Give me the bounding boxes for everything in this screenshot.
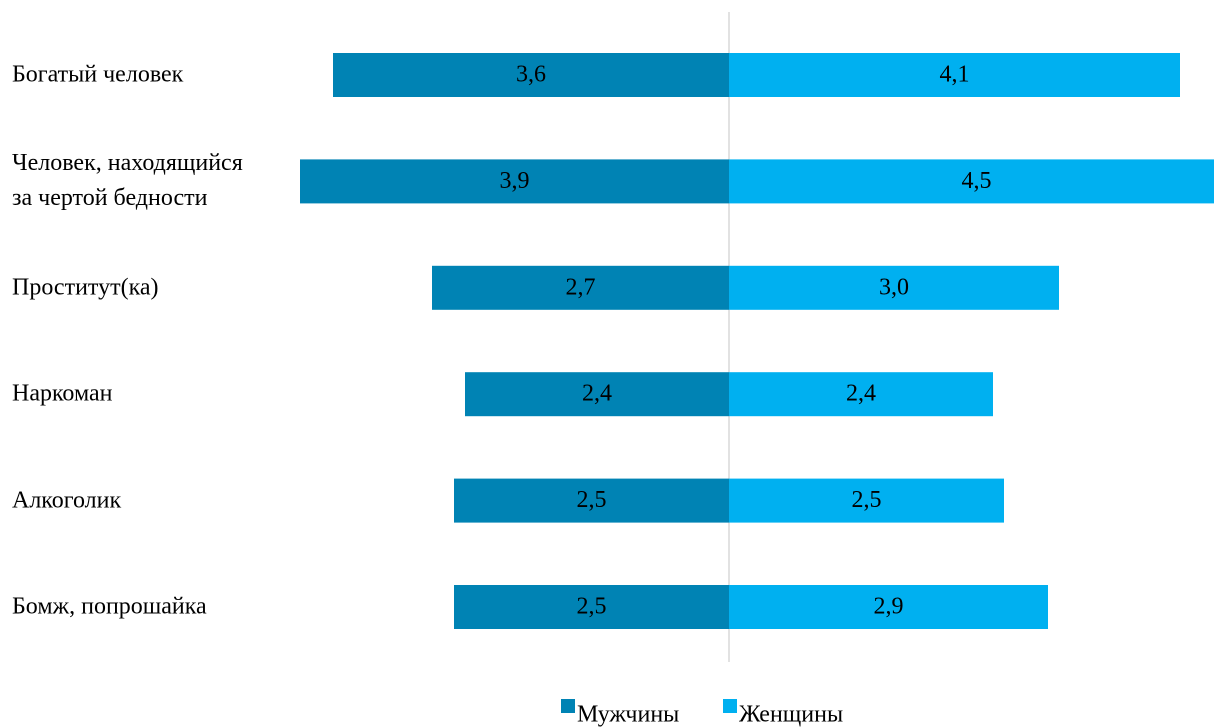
bar [729,478,1004,523]
category-label: Наркоман [12,380,113,407]
category-label: Алкоголик [12,487,122,514]
category-label: Богатый человек [12,61,184,88]
data-label: 3,0 [879,274,909,300]
bar [333,53,729,97]
data-label: 2,9 [874,594,904,620]
data-label: 4,5 [962,168,992,194]
bar [465,372,729,417]
data-label: 2,4 [582,381,612,407]
category-label: Бомж, попрошайка [12,593,207,620]
data-label: 4,1 [940,62,970,88]
data-label: 2,5 [577,594,607,620]
legend-label: Женщины [739,702,843,727]
category-label: Проститут(ка) [12,274,159,301]
bar [729,53,1180,97]
data-label: 3,6 [516,62,546,88]
category-label: Человек, находящийся за чертой бедности [12,150,243,212]
data-label: 2,5 [577,487,607,513]
bar [454,585,729,629]
bar [729,585,1048,629]
bar [729,265,1059,310]
legend-swatch [723,699,737,713]
bar [432,265,729,310]
legend-swatch [561,699,575,713]
legend-label: Мужчины [577,702,679,727]
bar [729,159,1214,204]
data-label: 2,5 [852,487,882,513]
data-label: 2,4 [846,381,876,407]
bar [729,372,993,417]
bar [454,478,729,523]
data-label: 3,9 [500,168,530,194]
bar [300,159,729,204]
data-label: 2,7 [566,274,596,300]
